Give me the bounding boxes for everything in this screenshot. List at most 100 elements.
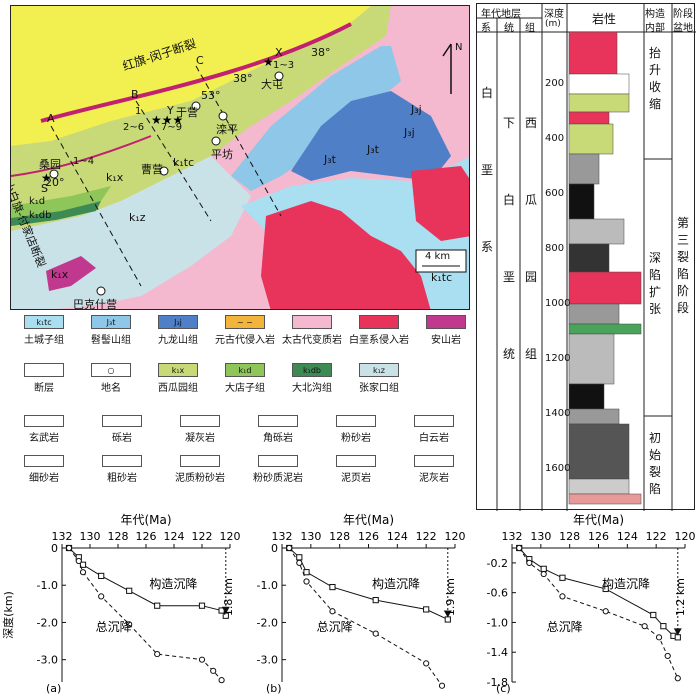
legend-swatch: ~ ~ bbox=[225, 315, 265, 329]
dip-label-38b: 38° bbox=[233, 72, 253, 85]
strat-header-depth-unit: (m) bbox=[545, 19, 561, 29]
y-tick-label: -3.0 bbox=[37, 654, 58, 667]
legend-name: 九龙山组 bbox=[158, 335, 198, 346]
legend-item: 白垩系侵入岩 bbox=[343, 315, 415, 346]
y-tick-label: -1.0 bbox=[257, 579, 278, 592]
litho-name: 白云岩 bbox=[419, 433, 449, 444]
total-label: 总沉降 bbox=[96, 620, 132, 634]
series-line bbox=[288, 547, 443, 687]
unit-label-j3j: J₃j bbox=[411, 103, 422, 116]
section-line-b bbox=[135, 100, 212, 222]
legend-item: 断层 bbox=[8, 363, 80, 394]
annotation-arrow bbox=[221, 606, 230, 614]
stage-lower: 初始裂陷 bbox=[649, 431, 662, 496]
legend-swatch: k₁x bbox=[158, 363, 198, 377]
strat-system-char: 系 bbox=[481, 240, 494, 254]
litho-swatch bbox=[258, 455, 298, 467]
panel-label: (b) bbox=[266, 682, 282, 695]
plot-c: 年代(Ma) 132 130 128 126 124 122 120 -0.2 -0.6 -1.0 -… bbox=[470, 512, 700, 697]
litho-band bbox=[568, 183, 595, 220]
series-point bbox=[664, 652, 671, 660]
legend-swatch bbox=[24, 363, 64, 377]
litho-legend-item: 白云岩 bbox=[398, 415, 470, 444]
place-dadun bbox=[274, 71, 284, 81]
legend-item: J₃j 九龙山组 bbox=[142, 315, 214, 346]
depth-tick: 200 bbox=[545, 78, 565, 89]
map-region-dabeigou bbox=[11, 201, 101, 226]
strat-system-char: 垩 bbox=[481, 163, 494, 177]
plot-b-svg: 年代(Ma) 132 130 128 126 124 122 120 0 -1.0 -2.0 -3.0… bbox=[257, 513, 466, 695]
series-point bbox=[65, 544, 73, 552]
unit-label-k1x-b: k₁x bbox=[51, 268, 69, 281]
litho-band bbox=[568, 243, 610, 273]
series-line bbox=[68, 547, 222, 681]
plot-xlabel: 年代(Ma) bbox=[573, 513, 624, 527]
litho-legend-item: 凝灰岩 bbox=[164, 415, 236, 444]
series-point bbox=[602, 585, 609, 593]
sample-label-s-n: 1~4 bbox=[73, 156, 95, 167]
stage-big: 第三裂陷阶段 bbox=[677, 216, 690, 315]
place-label-bakeshiying: 巴克什营 bbox=[73, 298, 117, 310]
litho-legend-item: 泥灰岩 bbox=[398, 455, 470, 484]
star-y: ★★★ bbox=[151, 113, 183, 127]
map-region-dadianzi bbox=[11, 186, 111, 218]
stage-upper: 抬升收缩 bbox=[649, 46, 662, 111]
legend-swatch: k₁d bbox=[225, 363, 265, 377]
place-luanping bbox=[218, 111, 228, 121]
strat-header-litho: 岩性 bbox=[592, 12, 617, 26]
depth-tick: 1000 bbox=[545, 298, 571, 309]
x-tick-label: 130 bbox=[530, 530, 551, 543]
litho-legend-item: 粉砂质泥岩 bbox=[242, 455, 314, 484]
litho-swatch bbox=[102, 415, 142, 427]
litho-band bbox=[568, 153, 600, 185]
legend-swatch bbox=[426, 315, 466, 329]
x-tick-label: 122 bbox=[646, 530, 667, 543]
x-tick-label: 126 bbox=[358, 530, 379, 543]
annotation-label: 1.9 km bbox=[444, 578, 457, 616]
litho-swatch bbox=[24, 415, 64, 427]
series-point bbox=[660, 623, 667, 630]
map-fault-hongqi bbox=[40, 22, 352, 123]
legend-item: k₁d 大店子组 bbox=[209, 363, 281, 394]
litho-band bbox=[568, 93, 630, 113]
map-fault-xiaobaiqi bbox=[11, 135, 152, 177]
annotation-label: 1.8 km bbox=[222, 578, 235, 616]
dip-label-53: 53° bbox=[201, 89, 221, 102]
series-point bbox=[423, 606, 430, 613]
series-line bbox=[518, 547, 679, 679]
legend-swatch: k₁db bbox=[292, 363, 332, 377]
litho-column bbox=[568, 31, 642, 505]
litho-legend-item: 角砾岩 bbox=[242, 415, 314, 444]
legend-item: k₁db 大北沟组 bbox=[276, 363, 348, 394]
litho-band bbox=[568, 323, 642, 335]
dip-label-20: 20° bbox=[45, 176, 65, 189]
place-label-caoying: 曹营 bbox=[141, 163, 163, 176]
series-point bbox=[126, 621, 133, 628]
strat-series-char: 下 bbox=[503, 116, 516, 130]
depth-tick: 400 bbox=[545, 133, 565, 144]
tectonic-label: 构造沉降 bbox=[149, 576, 197, 591]
map-region-xiguayuan bbox=[11, 6, 391, 231]
legend-name: 髫髻山组 bbox=[91, 335, 131, 346]
series-point bbox=[198, 656, 206, 663]
x-tick-label: 124 bbox=[164, 530, 185, 543]
litho-legend-item: 粗砂岩 bbox=[86, 455, 158, 484]
litho-name: 角砾岩 bbox=[263, 433, 293, 444]
litho-swatch bbox=[336, 455, 376, 467]
y-tick-label: -1.0 bbox=[487, 616, 508, 629]
map-region-proterozoic-wedge bbox=[11, 6, 371, 146]
place-label-luanping: 滦平 bbox=[216, 123, 238, 136]
panel-label: (a) bbox=[46, 682, 61, 695]
annotation-arrow bbox=[443, 610, 452, 618]
strat-header-stage-b: 阶段 bbox=[673, 9, 693, 20]
map-canvas: ★ ★★★ ★ bbox=[11, 6, 469, 309]
depth-tick: 600 bbox=[545, 188, 565, 199]
legend-swatch: k₁z bbox=[359, 363, 399, 377]
north-arrow-head bbox=[442, 43, 452, 57]
litho-swatch bbox=[258, 415, 298, 427]
litho-swatch bbox=[336, 415, 376, 427]
series-point bbox=[650, 611, 657, 619]
legend-name: 白垩系侵入岩 bbox=[349, 335, 409, 346]
y-tick-label: -1.0 bbox=[37, 579, 58, 592]
unit-label-k1db: k₁db bbox=[29, 210, 52, 221]
